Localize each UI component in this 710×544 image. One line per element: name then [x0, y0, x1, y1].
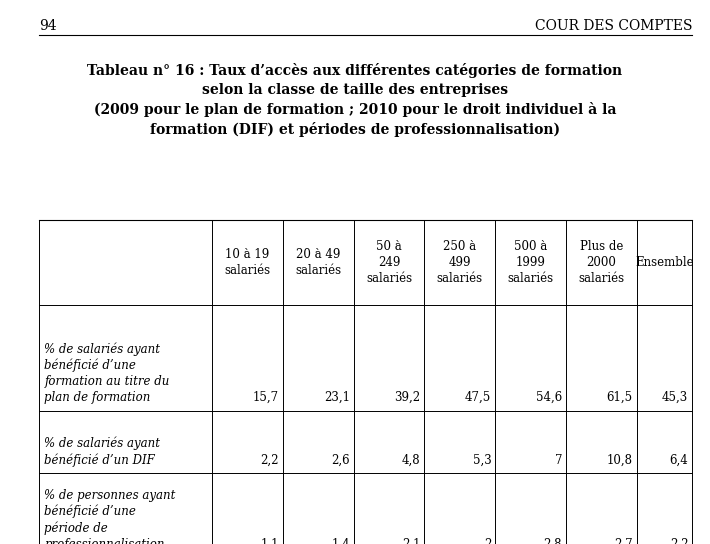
Text: 2,2: 2,2 — [670, 538, 688, 544]
Text: 500 à
1999
salariés: 500 à 1999 salariés — [508, 240, 554, 285]
Text: 2,7: 2,7 — [614, 538, 633, 544]
Text: 4,8: 4,8 — [402, 454, 420, 467]
Text: % de personnes ayant
bénéficié d’une
période de
professionnalisation: % de personnes ayant bénéficié d’une pér… — [44, 489, 175, 544]
Text: 2: 2 — [484, 538, 491, 544]
Text: Plus de
2000
salariés: Plus de 2000 salariés — [578, 240, 624, 285]
Text: 50 à
249
salariés: 50 à 249 salariés — [366, 240, 412, 285]
Text: 7: 7 — [555, 454, 562, 467]
Text: 2,1: 2,1 — [402, 538, 420, 544]
Text: 20 à 49
salariés: 20 à 49 salariés — [295, 248, 342, 277]
Text: 10 à 19
salariés: 10 à 19 salariés — [224, 248, 271, 277]
Text: 45,3: 45,3 — [662, 391, 688, 404]
Text: 15,7: 15,7 — [253, 391, 279, 404]
Text: 94: 94 — [39, 19, 57, 33]
Text: 1,4: 1,4 — [331, 538, 350, 544]
Text: COUR DES COMPTES: COUR DES COMPTES — [535, 19, 692, 33]
Text: 10,8: 10,8 — [607, 454, 633, 467]
Text: 2,8: 2,8 — [544, 538, 562, 544]
Text: 1,1: 1,1 — [261, 538, 279, 544]
Text: 2,6: 2,6 — [331, 454, 350, 467]
Text: 5,3: 5,3 — [473, 454, 491, 467]
Text: % de salariés ayant
bénéficié d’une
formation au titre du
plan de formation: % de salariés ayant bénéficié d’une form… — [44, 342, 170, 404]
Text: 39,2: 39,2 — [394, 391, 420, 404]
Text: 47,5: 47,5 — [465, 391, 491, 404]
Text: Tableau n° 16 : Taux d’accès aux différentes catégories de formation
selon la cl: Tableau n° 16 : Taux d’accès aux différe… — [87, 63, 623, 137]
Text: 23,1: 23,1 — [324, 391, 350, 404]
Text: 54,6: 54,6 — [536, 391, 562, 404]
Text: 61,5: 61,5 — [606, 391, 633, 404]
Text: Ensemble: Ensemble — [635, 256, 694, 269]
Text: 2,2: 2,2 — [261, 454, 279, 467]
Text: 250 à
499
salariés: 250 à 499 salariés — [437, 240, 483, 285]
Text: % de salariés ayant
bénéficié d’un DIF: % de salariés ayant bénéficié d’un DIF — [44, 437, 160, 467]
Text: 6,4: 6,4 — [670, 454, 688, 467]
